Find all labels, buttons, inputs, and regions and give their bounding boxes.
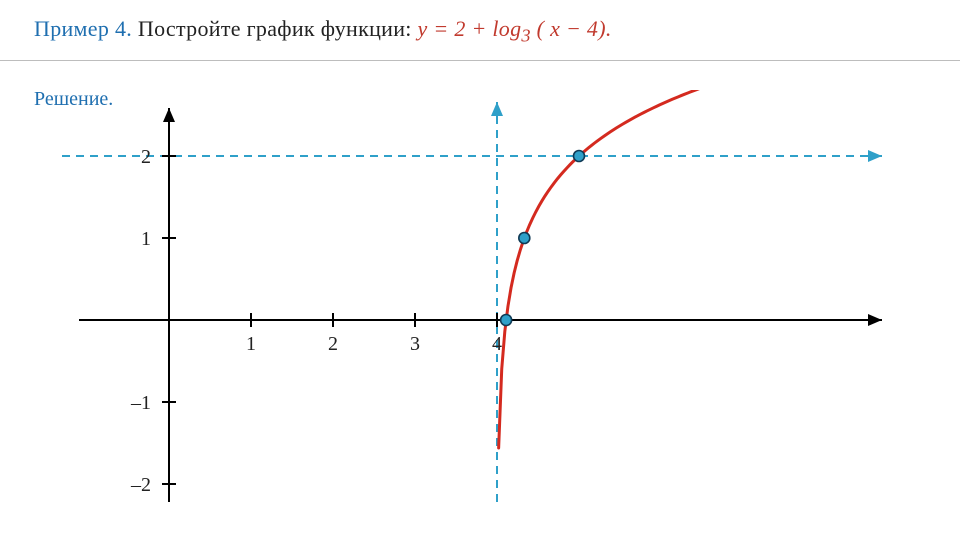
function-chart: 1 2 3 4 2 1 –1 –2	[34, 90, 934, 530]
formula-lhs: y = 2 + log	[418, 16, 522, 41]
x-tick-label: 2	[328, 333, 338, 355]
x-tick-label: 3	[410, 333, 420, 355]
example-title: Пример 4. Постройте график функции: y = …	[34, 16, 612, 46]
formula-rhs: ( x − 4).	[531, 16, 612, 41]
x-tick-label: 1	[246, 333, 256, 355]
example-body: Постройте график функции:	[138, 16, 418, 41]
example-formula: y = 2 + log3 ( x − 4).	[418, 16, 612, 41]
y-tick-label: 1	[141, 228, 151, 250]
example-number: Пример 4.	[34, 16, 132, 41]
formula-sub: 3	[521, 25, 530, 45]
header-divider	[0, 60, 960, 61]
y-tick-label: 2	[141, 146, 151, 168]
x-tick-label: 4	[492, 333, 502, 355]
y-tick-label: –2	[130, 474, 151, 496]
y-tick-label: –1	[130, 392, 151, 414]
